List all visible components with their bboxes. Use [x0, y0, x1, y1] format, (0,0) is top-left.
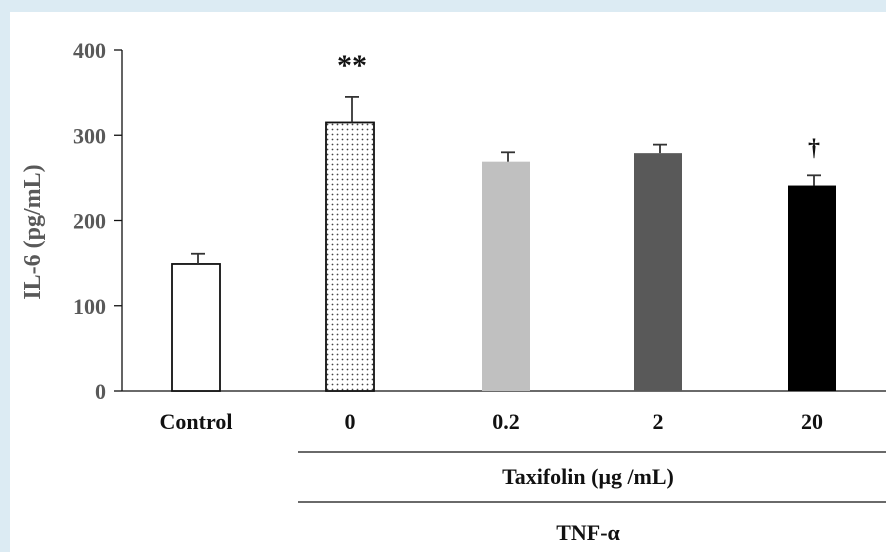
x-tick-label: Control — [160, 409, 233, 434]
y-tick-label: 300 — [73, 123, 106, 148]
x-tick-label: 2 — [653, 409, 664, 434]
y-tick-label: 400 — [73, 38, 106, 63]
significance-annotations: ** † — [337, 49, 820, 161]
chart-panel: ** † Control 0 0.2 2 20 0 100 200 300 400 IL-6 (p… — [10, 12, 886, 552]
tnf-group-label: TNF-α — [556, 520, 620, 545]
x-tick-label: 0 — [345, 409, 356, 434]
bar-2 — [634, 153, 682, 391]
y-tick-label: 200 — [73, 209, 106, 234]
x-tick-labels: Control 0 0.2 2 20 — [160, 409, 823, 434]
taxifolin-group-label: Taxifolin (μg /mL) — [502, 464, 674, 489]
bar-0 — [325, 121, 375, 392]
x-tick-label: 0.2 — [492, 409, 520, 434]
bar-0_2 — [482, 161, 530, 391]
x-tick-label: 20 — [801, 409, 823, 434]
error-bars — [191, 95, 821, 264]
bar-chart: ** † Control 0 0.2 2 20 0 100 200 300 400 IL-6 (p… — [20, 38, 886, 545]
y-tick-label: 100 — [73, 294, 106, 319]
bars — [171, 121, 836, 392]
significance-mark: ** — [337, 49, 367, 82]
y-axis-title: IL-6 (pg/mL) — [20, 164, 46, 299]
y-tick-labels: 0 100 200 300 400 — [73, 38, 106, 404]
bar-20 — [788, 185, 836, 391]
y-tick-label: 0 — [95, 379, 106, 404]
significance-mark: † — [808, 135, 820, 161]
bar-control — [171, 263, 221, 392]
